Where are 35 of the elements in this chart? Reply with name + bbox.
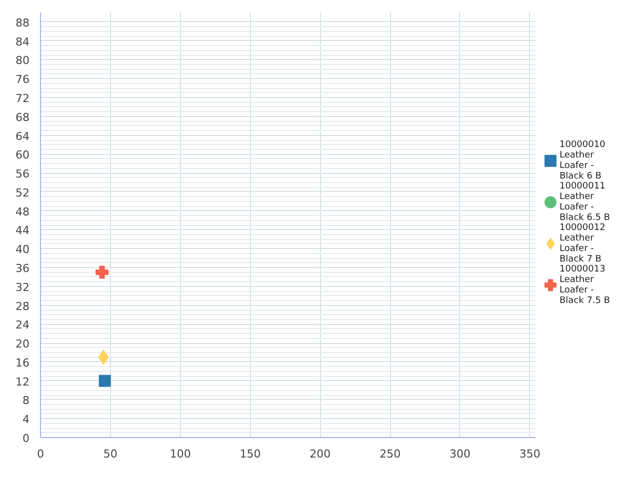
y-tick-label: 56 [16, 168, 30, 181]
y-tick-label: 12 [16, 375, 30, 388]
y-tick-label: 0 [22, 432, 30, 445]
y-tick-label: 40 [16, 243, 30, 256]
y-tick-label: 68 [16, 110, 30, 124]
y-tick-label: 60 [16, 148, 30, 162]
y-tick-label: 80 [16, 54, 30, 68]
x-tick-label: 350 [519, 448, 540, 460]
y-tick-label: 24 [16, 318, 30, 332]
y-tick-label: 16 [16, 356, 30, 370]
x-tick-label: 100 [170, 448, 191, 460]
legend-label: 10000011 Leather Loafer - Black 6.5 B [560, 182, 610, 223]
y-tick-label: 28 [16, 300, 30, 313]
y-tick-label: 84 [16, 35, 30, 48]
y-tick-label: 88 [16, 16, 30, 30]
y-tick-label: 76 [16, 73, 30, 86]
legend-label: 10000010 Leather Loafer - Black 6 B [560, 140, 606, 182]
y-tick-label: 72 [16, 92, 30, 105]
y-tick-label: 4 [22, 413, 30, 426]
legend-label: 10000012 Leather Loafer - Black 7 B [560, 222, 606, 264]
x-tick-label: 150 [240, 448, 261, 460]
x-tick-label: 250 [380, 448, 401, 460]
y-tick-label: 32 [16, 280, 30, 294]
y-tick-label: 48 [16, 205, 30, 218]
x-tick-label: 0 [37, 448, 44, 460]
x-tick-label: 300 [449, 448, 470, 460]
x-tick-label: 50 [103, 448, 118, 460]
y-tick-label: 44 [16, 224, 30, 238]
legend-label: 10000013 Leather Loafer - Black 7.5 B [560, 264, 610, 306]
x-tick-label: 200 [310, 448, 331, 460]
y-tick-label: 36 [16, 262, 30, 275]
y-tick-label: 20 [16, 338, 30, 351]
y-tick-label: 52 [16, 186, 30, 200]
y-tick-label: 64 [16, 130, 30, 143]
y-tick-label: 8 [22, 394, 30, 408]
